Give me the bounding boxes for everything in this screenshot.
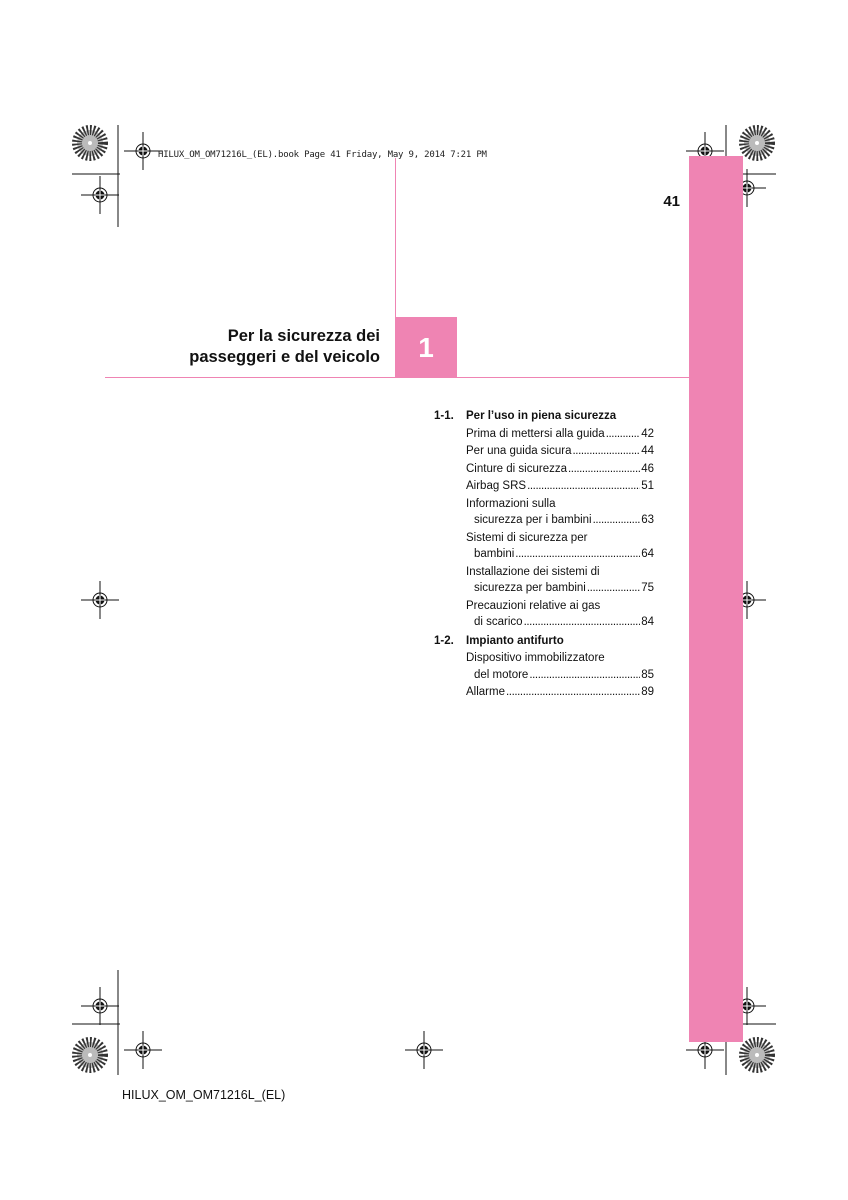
chapter-title-line-2: passeggeri e del veicolo: [189, 348, 380, 366]
toc-entry-line: Dispositivo immobilizzatore: [466, 652, 605, 664]
toc-leader-dots: [524, 614, 641, 631]
toc-entry-page: 46: [641, 462, 654, 475]
toc-section-number: 1-1.: [434, 410, 454, 422]
toc-leader-dots: [606, 426, 641, 443]
toc-entry-page: 75: [641, 582, 654, 594]
toc-entry[interactable]: Cinture di sicurezza 46: [466, 461, 654, 478]
toc-entry-title: Cinture di sicurezza: [466, 462, 567, 475]
toc-entry[interactable]: Airbag SRS 51: [466, 478, 654, 495]
toc-section-heading: 1-2. Impianto antifurto: [434, 633, 654, 650]
toc-leader-dots: [587, 580, 640, 597]
toc-entry-title: sicurezza per bambini: [474, 582, 586, 594]
toc-section-heading: 1-1. Per l’uso in piena sicurezza: [434, 408, 654, 425]
toc-entry[interactable]: Precauzioni relative ai gas di scarico 84: [466, 598, 654, 631]
toc-entry[interactable]: Per una guida sicura 44: [466, 443, 654, 460]
toc-entry-title: bambini: [474, 548, 515, 560]
toc-entry-title: Per una guida sicura: [466, 445, 572, 457]
toc-entry-title: di scarico: [474, 616, 523, 628]
chapter-number: 1: [418, 331, 434, 363]
toc-leader-dots: [593, 512, 641, 529]
chapter-number-box: 1: [395, 317, 457, 378]
chapter-side-tab: [689, 156, 743, 1042]
toc-leader-dots: [568, 461, 640, 478]
toc-entry-title: Prima di mettersi alla guida: [466, 427, 605, 440]
toc-entry[interactable]: Allarme 89: [466, 684, 654, 701]
toc-entry[interactable]: Informazioni sulla sicurezza per i bambin…: [466, 496, 654, 529]
toc-entry-line: Sistemi di sicurezza per: [466, 531, 588, 544]
toc-entry-page: 84: [641, 616, 654, 628]
toc-section-title: Per l’uso in piena sicurezza: [466, 410, 617, 422]
toc-entry-line: Precauzioni relative ai gas: [466, 599, 601, 612]
toc-entry-page: 42: [641, 427, 654, 440]
toc-entry[interactable]: Prima di mettersi alla guida 42: [466, 426, 654, 443]
toc-entry-page: 51: [641, 480, 654, 492]
toc-entry-line: Informazioni sulla: [466, 497, 556, 510]
toc-entry-line: Installazione dei sistemi di: [466, 565, 600, 578]
toc-entry-page: 85: [641, 668, 654, 681]
toc-leader-dots: [506, 684, 640, 701]
toc-entry[interactable]: Dispositivo immobilizzatore del motore 85: [466, 650, 654, 683]
toc-entry-title: sicurezza per i bambini: [474, 514, 592, 526]
toc-entry-page: 64: [641, 548, 654, 560]
toc-entry[interactable]: Sistemi di sicurezza per bambini 64: [466, 530, 654, 563]
toc-entry-title: Airbag SRS: [466, 480, 527, 492]
toc-leader-dots: [572, 443, 640, 460]
toc-leader-dots: [515, 546, 640, 563]
toc-section-title: Impianto antifurto: [466, 634, 564, 647]
toc-leader-dots: [527, 478, 640, 495]
print-header-line: HILUX_OM_OM71216L_(EL).book Page 41 Frid…: [158, 150, 487, 160]
page-number: 41: [663, 193, 680, 210]
toc-entry-title: del motore: [474, 668, 529, 681]
toc-section-number: 1-2.: [434, 634, 454, 647]
toc-leader-dots: [529, 667, 640, 684]
toc-entry-page: 89: [641, 686, 654, 698]
divider-vertical: [395, 158, 396, 318]
toc-entry-page: 63: [641, 514, 654, 526]
table-of-contents: 1-1. Per l’uso in piena sicurezza Prima di…: [434, 406, 654, 701]
toc-entry-page: 44: [641, 445, 654, 457]
footer-code: HILUX_OM_OM71216L_(EL): [122, 1088, 286, 1102]
chapter-title: Per la sicurezza dei passeggeri e del ve…: [150, 326, 380, 368]
toc-entry[interactable]: Installazione dei sistemi di sicurezza pe…: [466, 564, 654, 597]
toc-entry-title: Allarme: [466, 686, 505, 698]
chapter-title-line-1: Per la sicurezza dei: [227, 327, 380, 345]
